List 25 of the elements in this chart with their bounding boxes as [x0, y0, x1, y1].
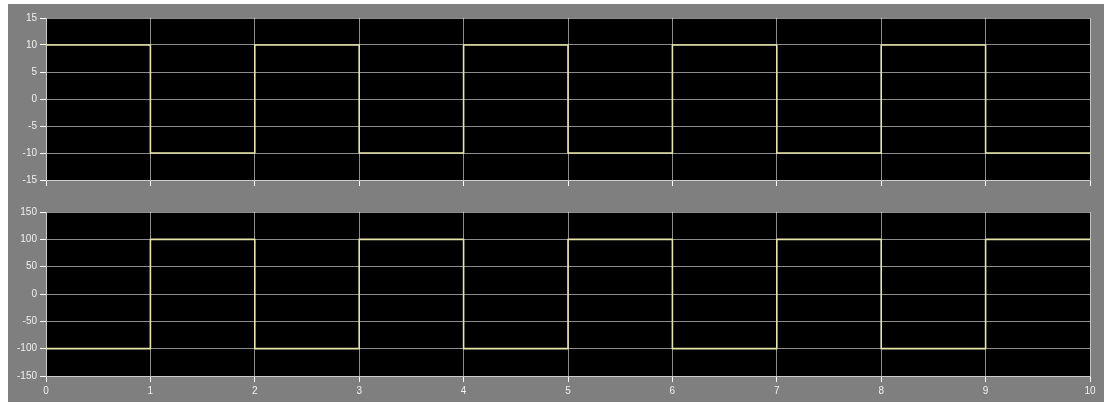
y-tick-label: 5 [31, 65, 38, 77]
x-tick-label: 3 [356, 384, 363, 396]
x-tick-label: 9 [982, 384, 989, 396]
x-tick-label: 10 [1084, 384, 1096, 396]
x-tick-label: 1 [147, 384, 154, 396]
x-tick-label: 7 [774, 384, 781, 396]
y-tick-label: -50 [22, 315, 38, 327]
y-tick-label: 10 [25, 38, 38, 50]
y-tick-label: 100 [20, 233, 38, 245]
y-tick-label: -15 [22, 173, 38, 185]
x-tick-label: 6 [669, 384, 676, 396]
y-tick-label: -5 [28, 119, 38, 131]
y-tick-label: -10 [22, 146, 38, 158]
x-tick-label: 4 [460, 384, 467, 396]
x-tick-label: 0 [43, 384, 50, 396]
x-tick-label: 5 [565, 384, 572, 396]
y-tick-label: -150 [16, 369, 38, 381]
x-tick-label: 8 [878, 384, 885, 396]
y-tick-label: 0 [31, 92, 38, 104]
y-tick-label: 0 [31, 287, 38, 299]
x-tick-label: 2 [252, 384, 259, 396]
y-tick-label: -100 [16, 342, 38, 354]
y-tick-label: 150 [20, 205, 38, 217]
y-tick-label: 50 [25, 260, 38, 272]
y-tick-label: 15 [25, 11, 38, 23]
